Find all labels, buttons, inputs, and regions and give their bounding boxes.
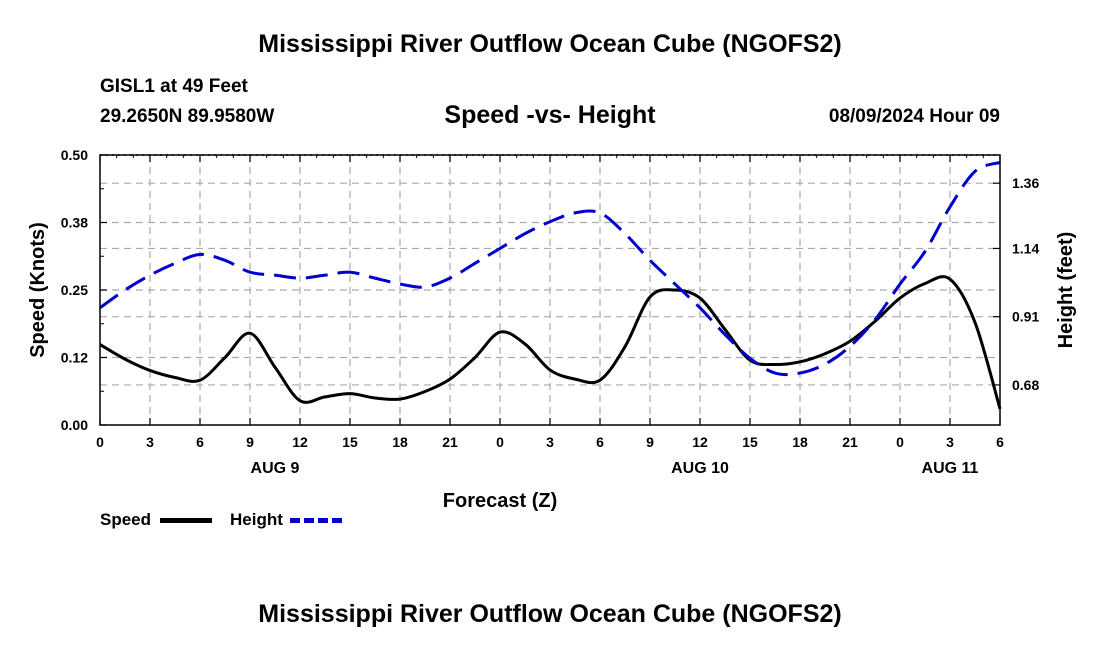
x-tick-label: 0: [96, 434, 104, 450]
y-right-tick-label: 0.68: [1012, 377, 1039, 393]
chart-title-bottom: Mississippi River Outflow Ocean Cube (NG…: [258, 600, 842, 628]
y-right-tick-label: 0.91: [1012, 309, 1039, 325]
series-line-speed: [99, 275, 1002, 410]
x-tick-label: 3: [146, 434, 154, 450]
x-tick-label: 3: [546, 434, 554, 450]
y-axis-title-right: Height (feet): [1055, 232, 1077, 349]
chart-title-top: Mississippi River Outflow Ocean Cube (NG…: [258, 30, 842, 58]
x-tick-label: 0: [896, 434, 904, 450]
speed-height-chart: 0 3 6 9 12 15 18 21 0 3 6 9 12 15 18 21 0 3 6 AUG 9 AUG 10 AU…: [27, 147, 1077, 512]
x-tick-label: 18: [392, 434, 408, 450]
y-left-tick-label: 0.50: [61, 147, 88, 163]
x-tick-label: 6: [996, 434, 1004, 450]
x-tick-label: 21: [442, 434, 458, 450]
x-tick-label: 12: [692, 434, 708, 450]
day-label: AUG 11: [922, 460, 979, 477]
x-axis-title: Forecast (Z): [443, 490, 557, 512]
legend-speed-label: Speed: [100, 510, 152, 529]
x-tick-label: 0: [496, 434, 504, 450]
x-tick-label: 15: [742, 434, 758, 450]
x-tick-label: 6: [596, 434, 604, 450]
x-tick-label: 6: [196, 434, 204, 450]
y-right-tick-label: 1.36: [1012, 175, 1039, 191]
axis-layer: 0 3 6 9 12 15 18 21 0 3 6 9 12 15 18 21 0 3 6 AUG 9 AUG 10 AU…: [61, 147, 1040, 477]
x-tick-label: 9: [646, 434, 654, 450]
legend-height-swatch: [290, 518, 342, 523]
y-left-tick-label: 0.00: [61, 417, 88, 433]
chart-subtitle: Speed -vs- Height: [444, 101, 656, 129]
day-label: AUG 9: [251, 460, 300, 477]
x-tick-label: 9: [246, 434, 254, 450]
station-coords: 29.2650N 89.9580W: [100, 106, 275, 127]
forecast-datetime: 08/09/2024 Hour 09: [828, 106, 1000, 127]
y-left-tick-label: 0.38: [61, 215, 88, 231]
legend-height-label: Height: [230, 510, 283, 529]
grid-layer: [100, 155, 1000, 425]
series-layer: [99, 160, 1002, 410]
y-right-tick-label: 1.14: [1012, 240, 1039, 256]
y-axis-title-left: Speed (Knots): [27, 222, 49, 358]
y-left-tick-label: 0.12: [61, 350, 88, 366]
x-tick-label: 12: [292, 434, 308, 450]
day-label: AUG 10: [671, 460, 729, 477]
series-line-height: [99, 160, 1001, 377]
legend-speed-swatch: [160, 518, 212, 523]
y-left-tick-label: 0.25: [61, 282, 88, 298]
x-tick-label: 3: [946, 434, 954, 450]
x-tick-label: 21: [842, 434, 858, 450]
x-tick-label: 15: [342, 434, 358, 450]
x-tick-label: 18: [792, 434, 808, 450]
station-name: GISL1 at 49 Feet: [100, 76, 248, 97]
